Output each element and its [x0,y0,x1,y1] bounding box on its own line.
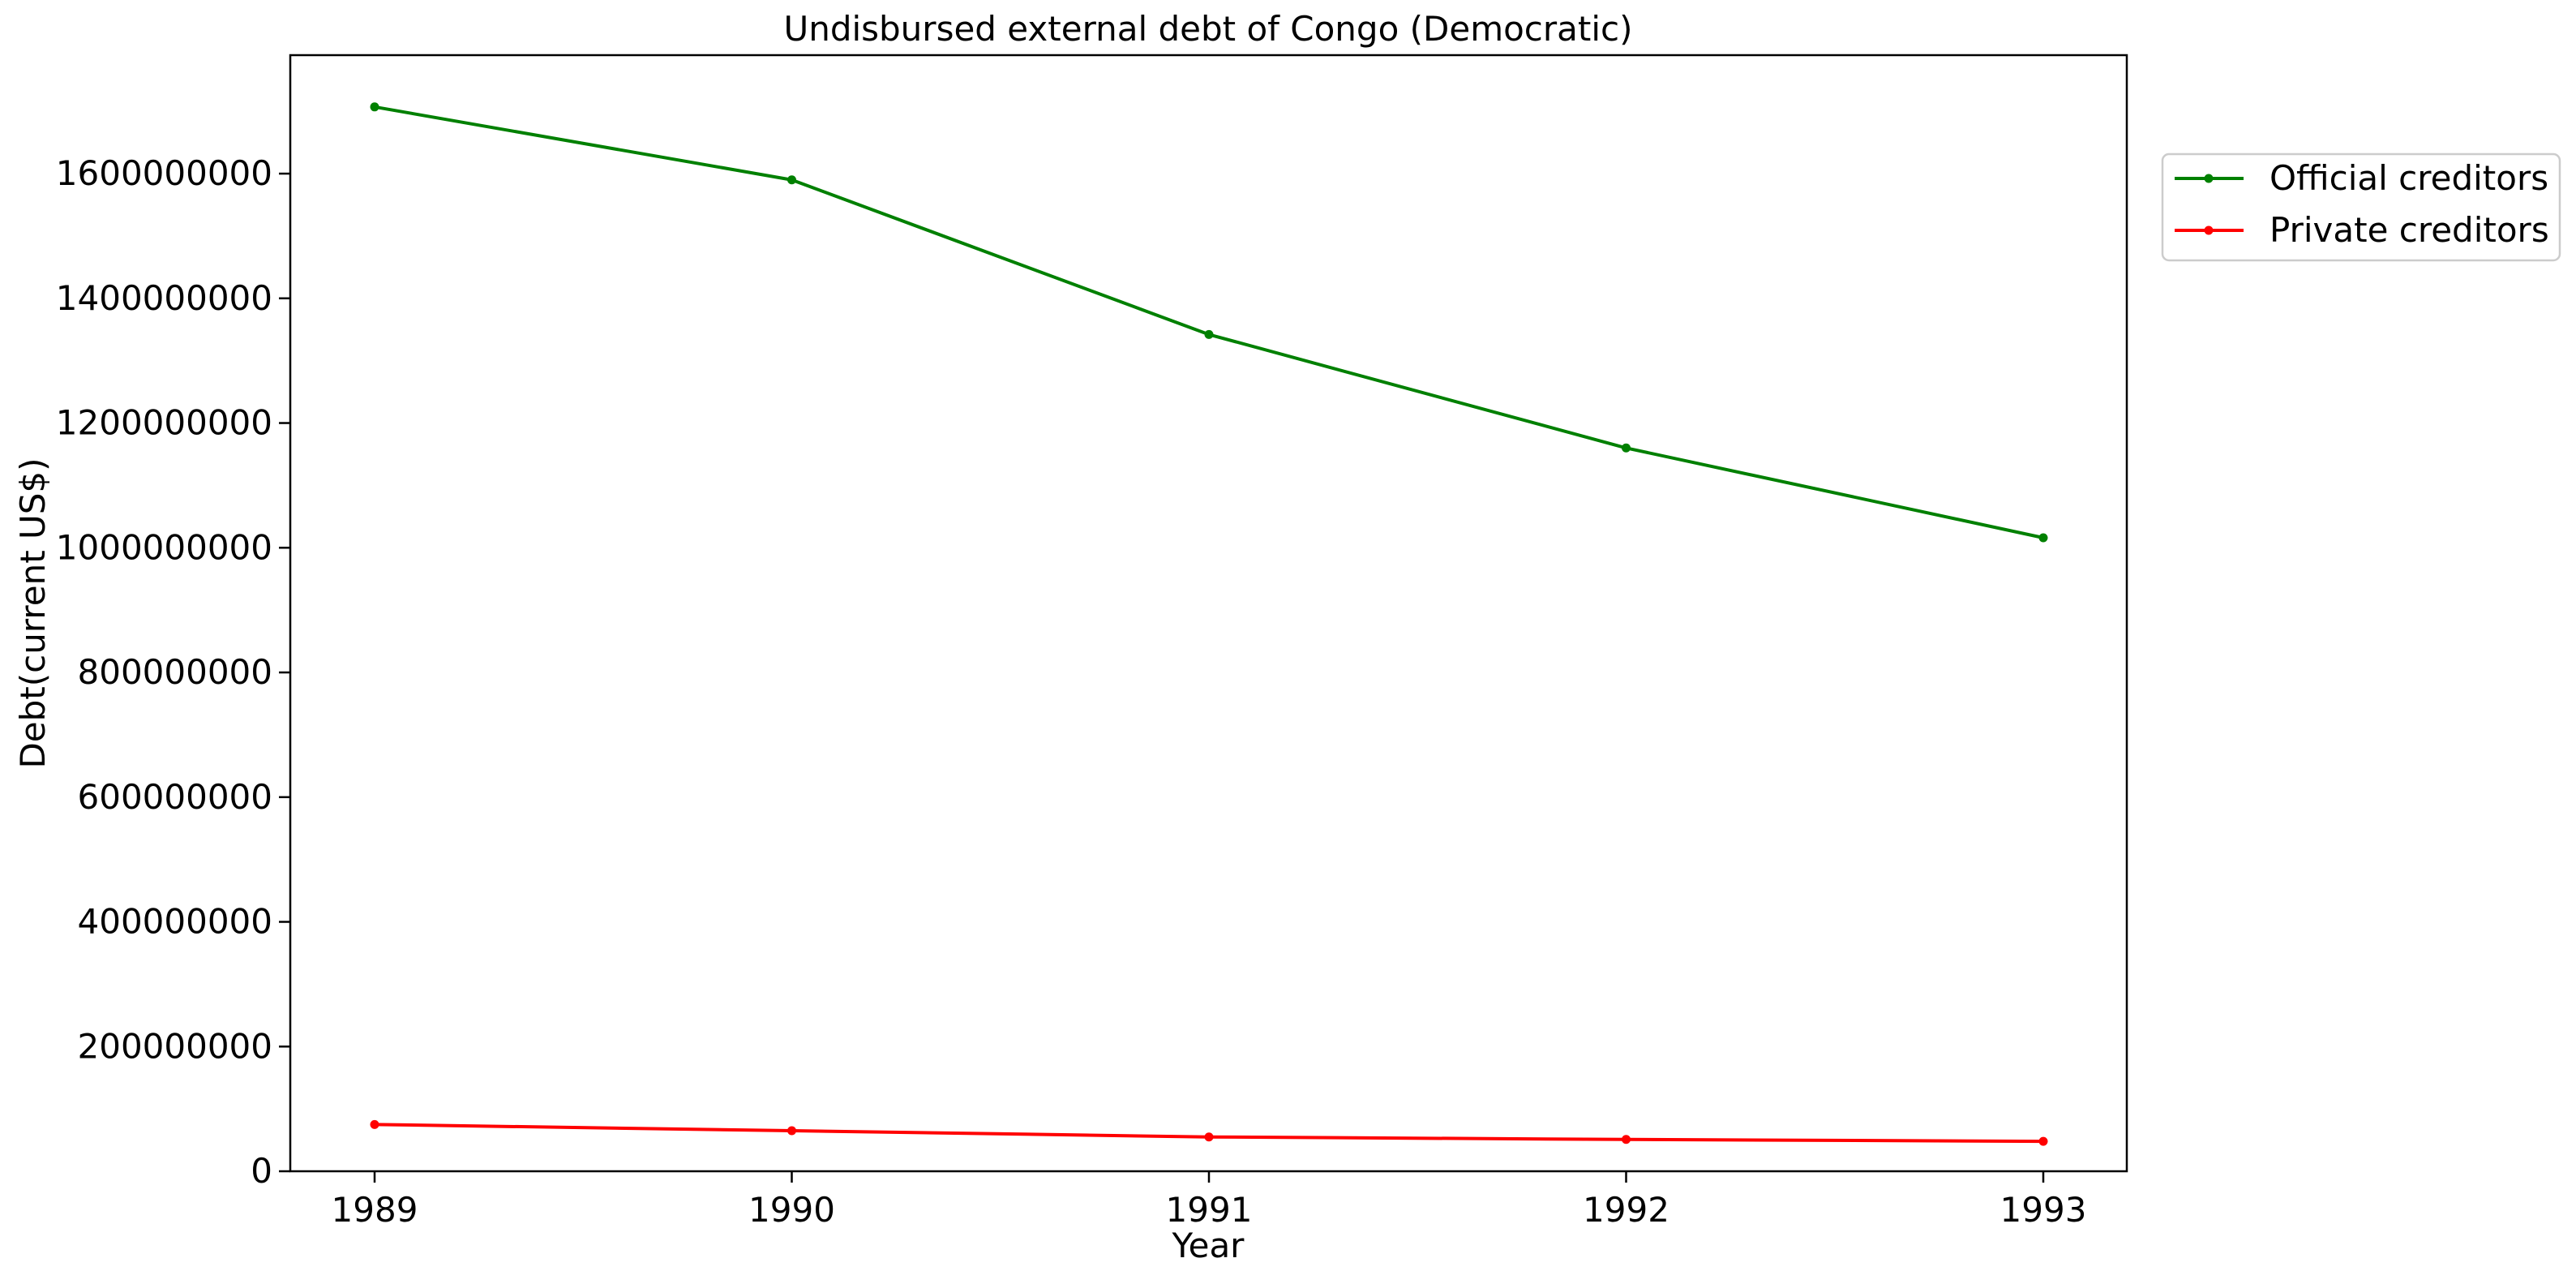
series-layer [370,102,2048,1146]
y-tick-label: 800000000 [78,652,273,692]
series-1 [370,102,2048,543]
y-tick-label: 1000000000 [56,527,272,567]
data-point [2038,1136,2048,1146]
x-axis: 1989 1990 1991 1992 1993 [332,1171,2087,1230]
y-axis-label: Debt(current US$) [13,457,53,768]
y-tick-label: 400000000 [78,902,273,942]
data-point [787,1126,796,1136]
series-2 [370,1119,2048,1146]
data-point [370,1119,379,1129]
x-axis-label: Year [1172,1226,1245,1265]
legend-label: Private creditors [2270,210,2549,250]
y-tick-label: 1600000000 [56,153,272,193]
y-axis: 0 200000000 400000000 600000000 800000000 100… [56,153,290,1191]
data-point [370,102,379,112]
legend: Official creditors Private creditors [2161,152,2561,262]
y-tick-label: 1400000000 [56,278,272,318]
x-tick-label: 1993 [2000,1190,2087,1230]
data-point [1622,443,1631,453]
data-point [1622,1135,1631,1144]
x-tick-label: 1991 [1166,1190,1253,1230]
chart-title: Undisbursed external debt of Congo (Demo… [783,9,1632,49]
legend-box [2161,152,2561,262]
y-tick-label: 200000000 [78,1026,273,1066]
y-tick-label: 1200000000 [56,403,272,443]
data-point [787,175,796,185]
data-point [1204,329,1214,339]
x-tick-label: 1990 [748,1190,835,1230]
legend-entry: Private creditors [2175,210,2549,250]
legend-marker [2204,174,2214,183]
legend-entry: Official creditors [2175,158,2548,198]
legend-marker [2204,225,2214,235]
plot-frame [289,54,2128,1173]
y-tick-label: 600000000 [78,777,273,817]
data-point [2038,533,2048,543]
data-point [1204,1132,1214,1142]
legend-label: Official creditors [2270,158,2548,198]
x-tick-label: 1992 [1583,1190,1669,1230]
x-tick-label: 1989 [332,1190,418,1230]
y-tick-label: 0 [251,1151,272,1191]
